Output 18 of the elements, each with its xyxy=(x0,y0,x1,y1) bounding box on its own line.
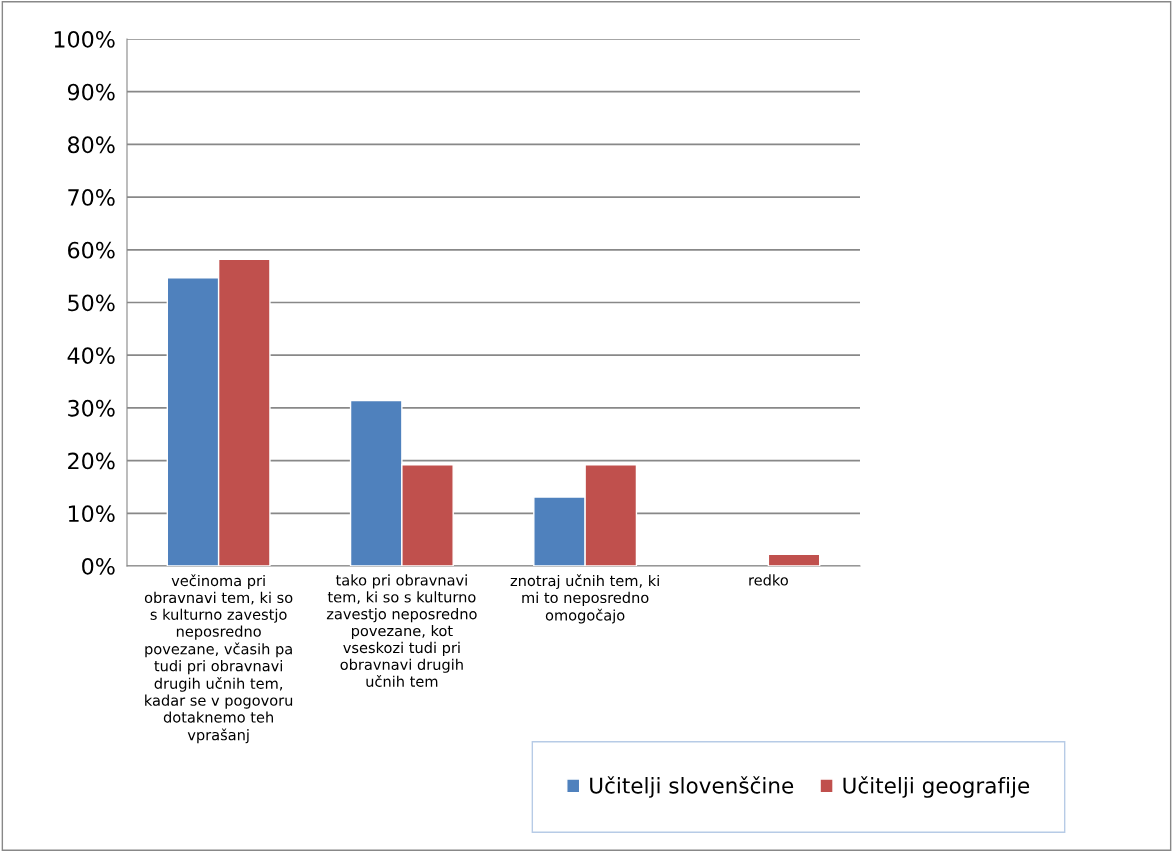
category-label: večinoma pri obravnavi tem, ki so s kulturno zavestjo neposredno povezane, včasih pa tudi pri obravnavi drugih učnih tem, kadar se v pogovoru dotaknemo teh vprašanj xyxy=(144,574,293,744)
y-tick-label: 40% xyxy=(67,347,115,364)
y-tick-label: 30% xyxy=(68,399,115,417)
y-tick-label: 10% xyxy=(68,505,115,523)
bar xyxy=(767,553,821,566)
y-tick-label: 90% xyxy=(67,83,115,101)
y-tick-label: 0% xyxy=(82,557,115,575)
x-tick-label: redko xyxy=(749,574,788,586)
legend-label: Učitelji geografije xyxy=(843,776,1030,798)
y-tick-label: 80% xyxy=(68,136,115,154)
y-tick-label: 70% xyxy=(68,189,115,206)
x-tick-label: tako pri obravnavi tem, ki so s kulturno zavestjo neposredno povezane, kot vseskozi tudi pri obravnavi drugih učnih tem xyxy=(326,574,477,687)
y-tick-label: 20% xyxy=(68,452,115,470)
legend-label: Učitelji slovenščine xyxy=(590,776,794,798)
x-tick-label: znotraj učnih tem, ki mi to neposredno omogočajo xyxy=(510,574,659,624)
y-tick-label: 60% xyxy=(68,241,115,259)
y-tick-label: 50% xyxy=(68,294,115,312)
y-tick-label: 100% xyxy=(54,30,115,48)
